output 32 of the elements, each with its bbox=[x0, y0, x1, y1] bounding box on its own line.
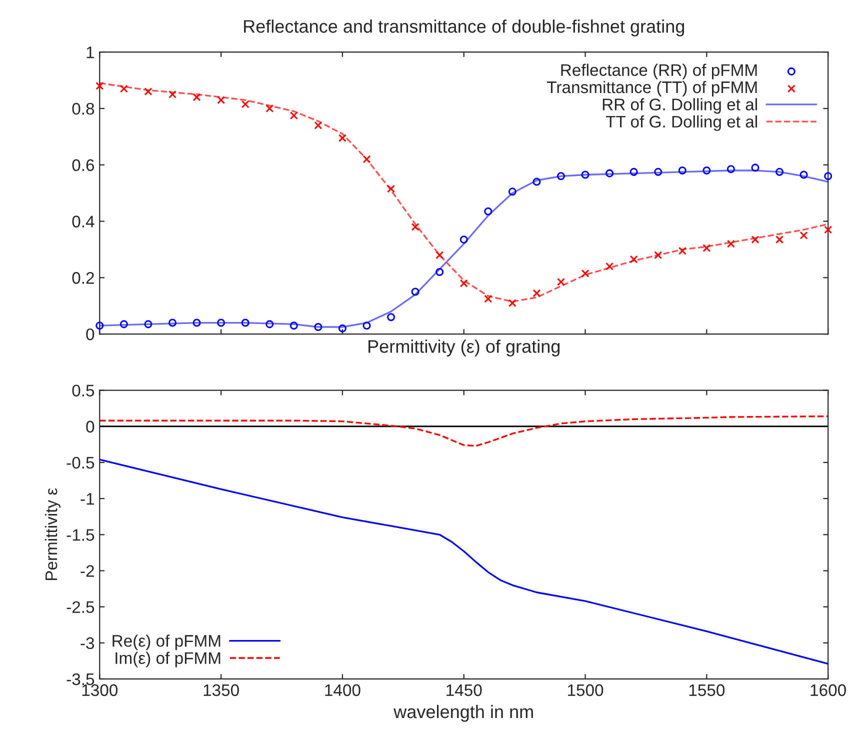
chart-title: Reflectance and transmittance of double-fishnet grating bbox=[244, 20, 684, 36]
y-tick-label: -2 bbox=[80, 565, 94, 577]
x-tick-label: 1350 bbox=[204, 684, 239, 696]
x-tick-label: 1550 bbox=[689, 684, 725, 696]
y-tick-label: 0.6 bbox=[72, 159, 94, 172]
y-tick-label: -0.5 bbox=[66, 456, 94, 469]
y-tick-label: -3 bbox=[80, 637, 94, 650]
x-axis-title: Permittivity (ε) of grating bbox=[368, 340, 560, 356]
x-axis-title: wavelength in nm bbox=[394, 704, 533, 722]
legend-label: Im(ε) of pFMM bbox=[116, 652, 220, 668]
y-tick-label: -1.5 bbox=[66, 529, 94, 541]
x-tick-label: 1400 bbox=[325, 684, 360, 696]
y-tick-label: -2.5 bbox=[66, 601, 94, 614]
legend-label: Re(ε) of pFMM bbox=[112, 634, 220, 650]
y-tick-label: -3.5 bbox=[66, 673, 94, 686]
legend-label: Reflectance (RR) of pFMM bbox=[561, 64, 757, 80]
y-tick-label: 0.8 bbox=[72, 102, 94, 115]
x-tick-label: 1300 bbox=[82, 684, 118, 696]
x-tick-label: 1500 bbox=[568, 684, 604, 696]
y-tick-label: 0 bbox=[86, 328, 94, 340]
y-tick-label: 1 bbox=[86, 46, 94, 58]
y-tick-label: 0.4 bbox=[72, 216, 94, 228]
x-tick-label: 1450 bbox=[446, 684, 482, 696]
x-tick-label: 1600 bbox=[810, 684, 846, 696]
y-tick-label: -1 bbox=[80, 493, 94, 505]
y-tick-label: 0 bbox=[86, 420, 94, 433]
legend-label: RR of G. Dolling et al bbox=[602, 98, 757, 114]
y-tick-label: 0.5 bbox=[72, 384, 94, 397]
y-tick-label: 0.2 bbox=[72, 272, 94, 284]
legend-label: Transmittance (TT) of pFMM bbox=[547, 80, 757, 96]
legend-label: TT of G. Dolling et al bbox=[606, 115, 757, 131]
y-axis-title: Permittivity ε bbox=[44, 488, 61, 580]
